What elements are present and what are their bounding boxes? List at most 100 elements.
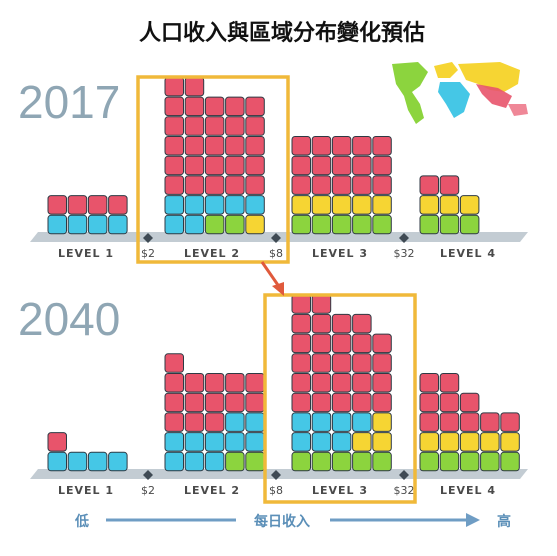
population-block bbox=[245, 96, 265, 117]
level-label: LEVEL 2 bbox=[184, 484, 240, 497]
population-block bbox=[204, 392, 225, 413]
population-block bbox=[204, 155, 225, 176]
population-block bbox=[352, 451, 372, 472]
population-block bbox=[184, 432, 205, 452]
population-block bbox=[291, 451, 311, 472]
population-block bbox=[311, 392, 332, 413]
axis-title: 每日收入 bbox=[254, 513, 310, 530]
population-block bbox=[352, 373, 372, 393]
population-block bbox=[204, 96, 225, 117]
population-block bbox=[331, 195, 352, 215]
threshold-marker bbox=[399, 233, 409, 243]
population-block bbox=[352, 195, 372, 215]
population-block bbox=[164, 451, 184, 472]
axis-high-label: 高 bbox=[497, 513, 511, 530]
population-block bbox=[480, 412, 500, 432]
population-block bbox=[331, 353, 352, 373]
population-block bbox=[331, 175, 352, 195]
population-block bbox=[439, 214, 460, 235]
population-block bbox=[331, 451, 352, 472]
population-block bbox=[419, 451, 439, 472]
population-block bbox=[184, 451, 205, 472]
population-block bbox=[164, 432, 184, 452]
population-block bbox=[372, 333, 392, 354]
population-block bbox=[419, 373, 439, 393]
population-block bbox=[87, 214, 108, 235]
population-block bbox=[331, 313, 352, 334]
population-block bbox=[419, 432, 439, 452]
population-block bbox=[47, 195, 67, 215]
population-block bbox=[500, 451, 520, 472]
population-block bbox=[372, 155, 392, 176]
population-block bbox=[67, 451, 88, 472]
population-block bbox=[184, 136, 205, 156]
population-block bbox=[245, 195, 265, 215]
threshold-marker bbox=[399, 470, 409, 480]
population-block bbox=[245, 214, 265, 235]
population-block bbox=[291, 353, 311, 373]
population-block bbox=[204, 116, 225, 136]
threshold-marker bbox=[143, 470, 153, 480]
population-block bbox=[331, 392, 352, 413]
level-label: LEVEL 3 bbox=[312, 247, 368, 260]
population-block bbox=[311, 333, 332, 354]
population-block bbox=[291, 175, 311, 195]
population-block bbox=[245, 451, 265, 472]
population-block bbox=[225, 214, 245, 235]
population-block bbox=[164, 373, 184, 393]
population-block bbox=[311, 136, 332, 156]
population-block bbox=[291, 195, 311, 215]
population-block bbox=[372, 214, 392, 235]
population-block bbox=[184, 175, 205, 195]
population-block bbox=[291, 214, 311, 235]
threshold-marker bbox=[271, 470, 281, 480]
population-block bbox=[225, 451, 245, 472]
population-block bbox=[500, 432, 520, 452]
population-block bbox=[352, 333, 372, 354]
population-block bbox=[164, 353, 184, 373]
population-block bbox=[67, 195, 88, 215]
population-block bbox=[419, 412, 439, 432]
population-block bbox=[164, 392, 184, 413]
population-block bbox=[164, 155, 184, 176]
population-block bbox=[480, 451, 500, 472]
population-block bbox=[480, 432, 500, 452]
population-block bbox=[439, 195, 460, 215]
population-block bbox=[245, 392, 265, 413]
population-block bbox=[291, 313, 311, 334]
population-block bbox=[204, 214, 225, 235]
population-block bbox=[204, 451, 225, 472]
threshold-label: $2 bbox=[141, 484, 155, 497]
population-block bbox=[311, 353, 332, 373]
level-label: LEVEL 1 bbox=[58, 247, 114, 260]
population-block bbox=[459, 412, 480, 432]
population-block bbox=[372, 195, 392, 215]
population-block bbox=[225, 116, 245, 136]
population-block bbox=[184, 214, 205, 235]
population-block bbox=[459, 214, 480, 235]
population-block bbox=[372, 136, 392, 156]
population-block bbox=[164, 96, 184, 117]
population-block bbox=[108, 214, 128, 235]
population-block bbox=[87, 195, 108, 215]
population-block bbox=[459, 451, 480, 472]
shift-arrow bbox=[260, 261, 284, 296]
population-block bbox=[311, 214, 332, 235]
population-block bbox=[204, 175, 225, 195]
threshold-label: $32 bbox=[394, 484, 415, 497]
population-block bbox=[87, 451, 108, 472]
population-block bbox=[372, 412, 392, 432]
population-block bbox=[419, 392, 439, 413]
threshold-label: $32 bbox=[394, 247, 415, 260]
map-region-americas bbox=[392, 62, 428, 124]
panel-2040: 2040 $2 $8 $32 LEVEL 1 LEVEL 2 LEVEL 3 LEVEL 4 bbox=[18, 293, 528, 504]
chart-title: 人口收入與區域分布變化預估 bbox=[139, 20, 425, 46]
population-block bbox=[352, 155, 372, 176]
population-block bbox=[311, 195, 332, 215]
population-block bbox=[419, 175, 439, 195]
population-block bbox=[225, 195, 245, 215]
population-block bbox=[352, 392, 372, 413]
population-block bbox=[67, 214, 88, 235]
population-block bbox=[204, 432, 225, 452]
population-block bbox=[439, 373, 460, 393]
